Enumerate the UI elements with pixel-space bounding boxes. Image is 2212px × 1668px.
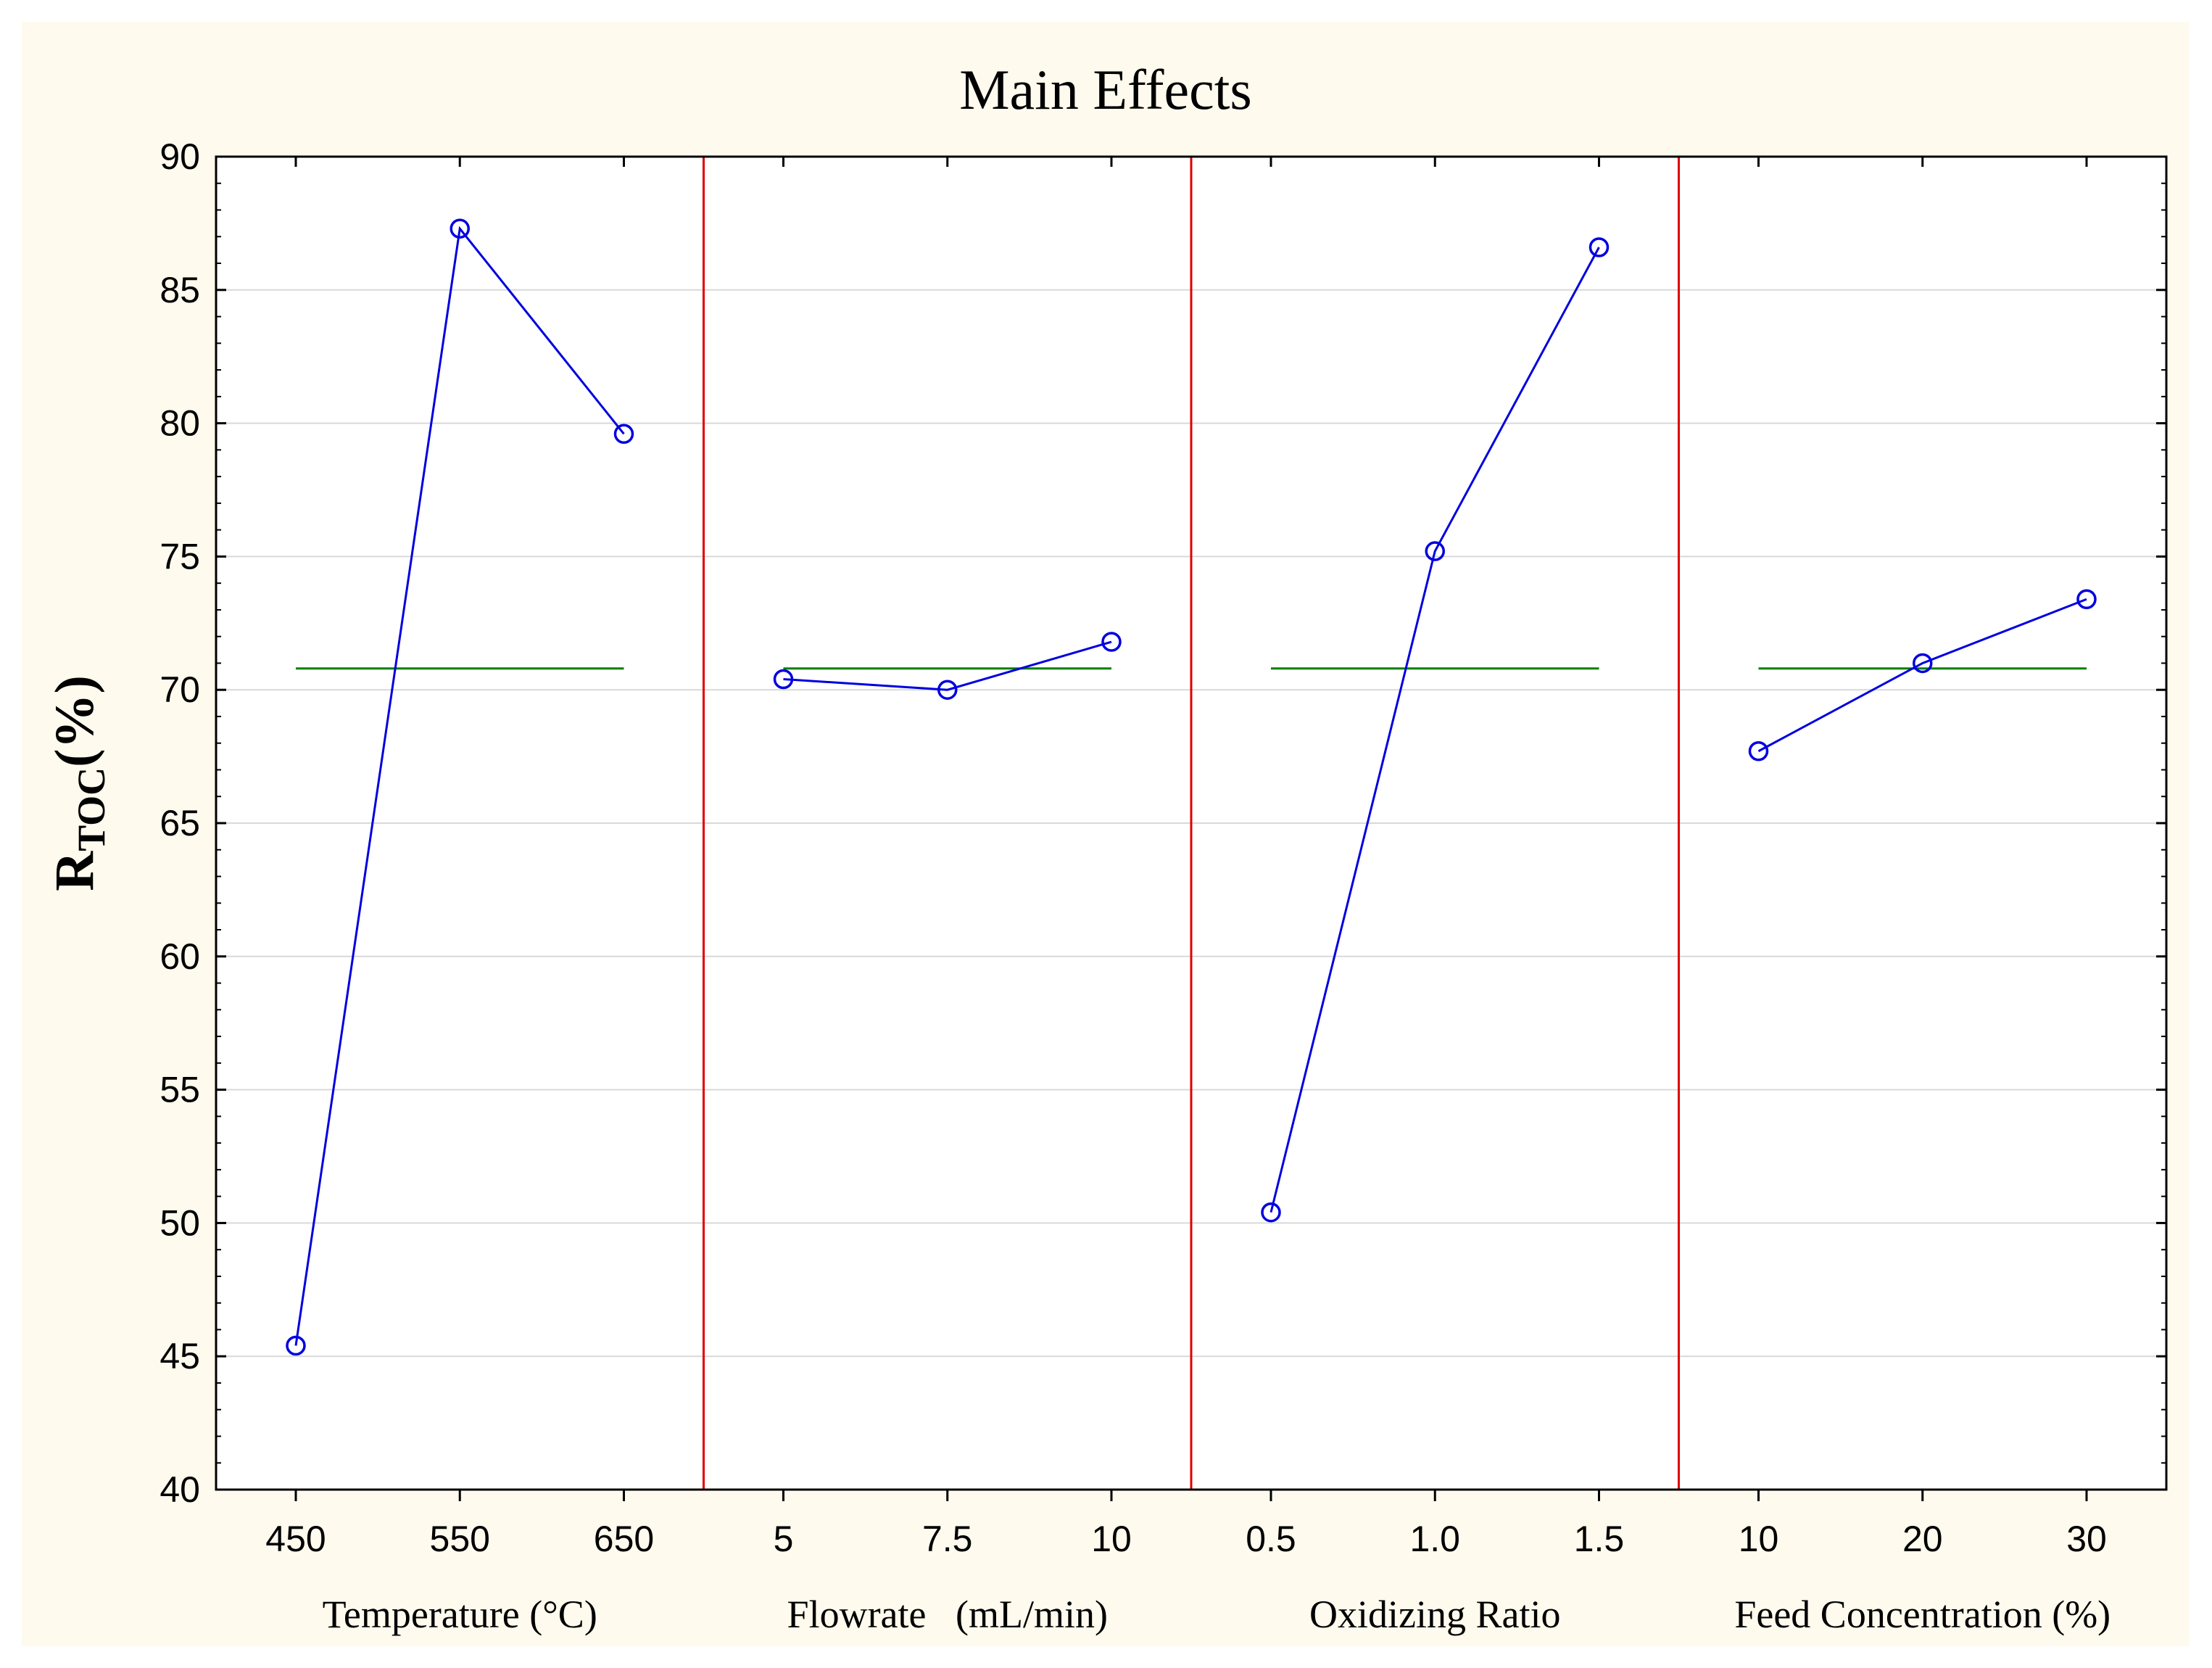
x-tick-label: 20 [1902, 1519, 1943, 1559]
factor-label: Feed Concentration (%) [1734, 1593, 2110, 1636]
effect-line-0 [294, 226, 625, 1346]
factor-dividers [703, 157, 1680, 1490]
data-point [286, 1335, 306, 1356]
effect-series [286, 218, 2097, 1356]
chart-title: Main Effects [959, 58, 1252, 121]
y-axis-ticks: 40 45 50 55 60 65 70 75 80 85 90 [160, 136, 2166, 1510]
data-point [1101, 632, 1122, 652]
data-point [1748, 740, 1769, 761]
x-tick-label: 5 [774, 1519, 794, 1559]
y-tick-label: 55 [160, 1070, 200, 1110]
factor-label: Oxidizing Ratio [1309, 1593, 1560, 1636]
x-axis-ticks: 450 550 650 Temperature (°C) 5 7.5 10 Flowrate … [265, 157, 2110, 1636]
y-axis-label-main: R [44, 851, 105, 891]
data-point [937, 680, 958, 700]
x-tick-label: 0.5 [1246, 1519, 1296, 1559]
effect-line-2 [1269, 247, 1600, 1213]
x-tick-label: 450 [265, 1519, 326, 1559]
y-tick-label: 80 [160, 403, 200, 444]
x-tick-label: 30 [2066, 1519, 2107, 1559]
x-tick-label: 10 [1739, 1519, 1779, 1559]
y-axis-label-subscript: TOC [70, 767, 113, 851]
factor-label: Flowrate (mL/min) [787, 1593, 1108, 1636]
x-tick-label: 7.5 [922, 1519, 973, 1559]
y-tick-label: 50 [160, 1202, 200, 1243]
data-point [1588, 237, 1610, 257]
data-point [2076, 589, 2097, 609]
y-tick-label: 85 [160, 270, 200, 310]
y-tick-label: 90 [160, 136, 200, 177]
factor-label: Temperature (°C) [323, 1593, 597, 1636]
effect-line-1 [783, 640, 1112, 691]
data-point [613, 424, 634, 445]
x-tick-label: 650 [594, 1519, 654, 1559]
y-tick-label: 40 [160, 1469, 200, 1510]
y-axis-label-suffix: (%) [44, 675, 105, 767]
x-tick-label: 10 [1091, 1519, 1132, 1559]
y-tick-label: 60 [160, 936, 200, 977]
y-tick-label: 75 [160, 536, 200, 577]
y-tick-label: 70 [160, 669, 200, 710]
y-tick-label: 65 [160, 803, 200, 843]
x-tick-label: 550 [430, 1519, 490, 1559]
data-point [773, 669, 794, 690]
x-tick-label: 1.5 [1574, 1519, 1625, 1559]
x-tick-label: 1.0 [1409, 1519, 1460, 1559]
y-tick-label: 45 [160, 1336, 200, 1376]
data-point [1425, 541, 1445, 561]
effect-line-3 [1757, 598, 2087, 753]
data-point [1261, 1202, 1281, 1223]
y-axis-label: RTOC(%) [44, 675, 113, 891]
data-point [450, 218, 470, 239]
data-point [1913, 653, 1933, 674]
